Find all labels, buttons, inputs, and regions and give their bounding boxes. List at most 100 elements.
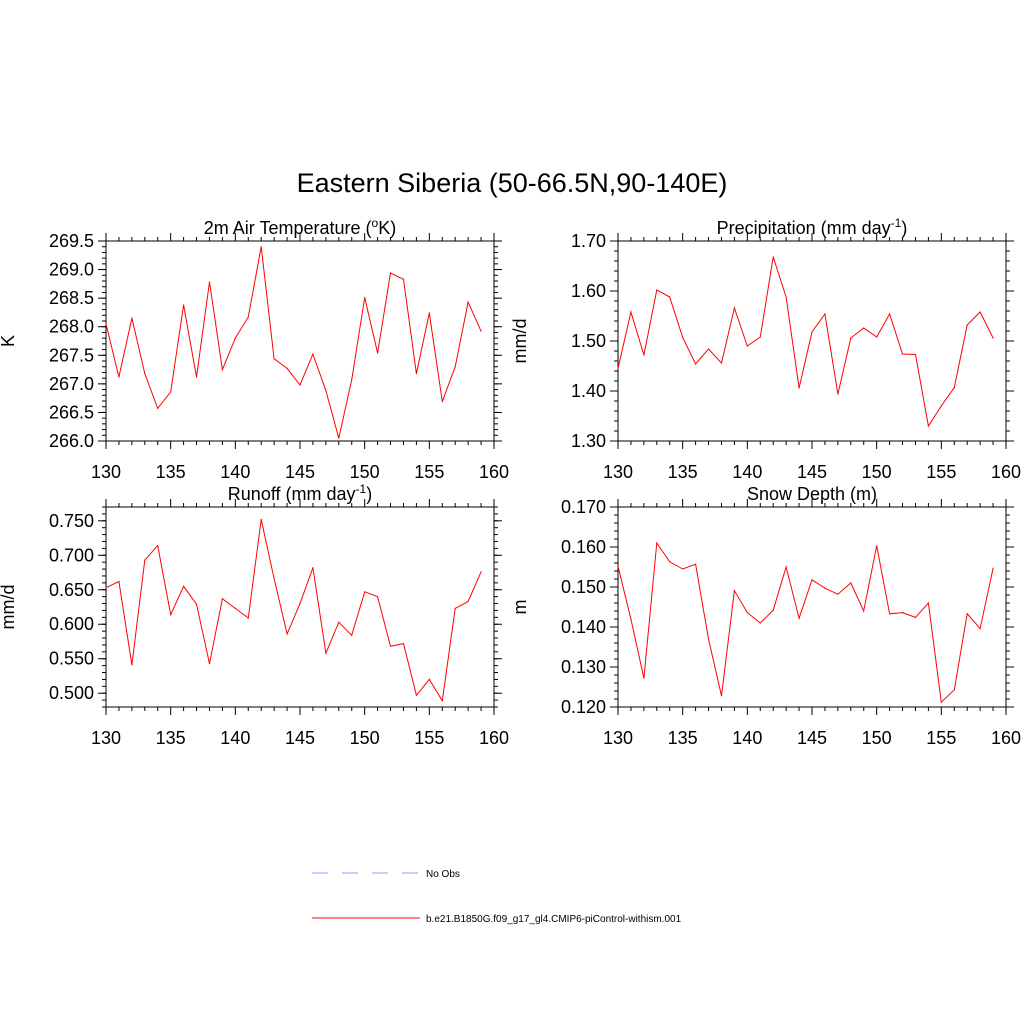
y-axis-label: m	[510, 600, 530, 615]
data-point	[979, 628, 981, 630]
data-point	[131, 664, 133, 666]
data-point	[144, 373, 146, 375]
x-tick-label: 150	[350, 728, 380, 748]
y-tick-label: 269.0	[49, 260, 94, 280]
x-tick-label: 130	[91, 462, 121, 482]
x-tick-label: 155	[414, 462, 444, 482]
y-tick-label: 268.5	[49, 288, 94, 308]
data-point	[643, 354, 645, 356]
y-tick-label: 0.160	[561, 537, 606, 557]
data-point	[221, 369, 223, 371]
data-point	[927, 602, 930, 604]
data-point	[669, 296, 671, 298]
y-tick-label: 0.120	[561, 697, 606, 717]
data-point	[170, 391, 172, 393]
figure-title: Eastern Siberia (50-66.5N,90-140E)	[297, 168, 728, 198]
chart-panel-1: 2m Air Temperature (oK) K 266.0 266.5 267.0 2…	[0, 216, 509, 482]
chart-panel-3: Runoff (mm day-1) mm/d 0.500 0.550 0.600 0.65…	[0, 482, 509, 748]
panels-group: 2m Air Temperature (oK) K 266.0 266.5 267.0 2…	[0, 216, 1021, 748]
data-point	[377, 596, 379, 598]
data-point	[157, 407, 159, 409]
data-point	[273, 578, 275, 580]
data-point	[221, 598, 223, 600]
data-point	[402, 643, 405, 645]
x-tick-label: 150	[350, 462, 380, 482]
data-point	[720, 362, 723, 364]
y-tick-label: 0.150	[561, 577, 606, 597]
data-point	[402, 278, 405, 280]
data-point	[131, 317, 133, 319]
y-tick-label: 1.40	[571, 381, 606, 401]
data-point	[798, 617, 800, 619]
data-point	[286, 633, 288, 635]
data-point	[707, 638, 710, 640]
data-point	[338, 437, 340, 439]
data-point	[105, 587, 107, 589]
x-tick-label: 160	[479, 728, 509, 748]
data-point	[299, 384, 301, 386]
x-tick-label: 145	[797, 462, 827, 482]
series-line	[617, 256, 994, 428]
data-point	[811, 579, 813, 581]
y-tick-label: 0.750	[49, 511, 94, 531]
legend-model-label: b.e21.B1850G.f09_g17_gl4.CMIP6-piControl…	[426, 914, 682, 925]
data-point	[746, 345, 748, 347]
data-point	[889, 613, 891, 615]
x-tick-label: 155	[926, 462, 956, 482]
data-point	[286, 367, 288, 369]
legend-obs-label: No Obs	[426, 869, 460, 880]
data-point	[247, 316, 249, 318]
data-point	[428, 312, 430, 314]
data-point	[144, 559, 146, 561]
data-point	[351, 634, 353, 636]
data-point	[183, 585, 185, 587]
y-tick-label: 0.170	[561, 497, 606, 517]
data-point	[940, 405, 942, 407]
data-point	[811, 331, 813, 333]
data-point	[312, 353, 314, 355]
data-point	[630, 618, 632, 620]
data-point	[364, 591, 366, 593]
x-tick-label: 145	[797, 728, 827, 748]
data-point	[966, 613, 968, 615]
data-point	[863, 327, 865, 329]
x-tick-label: 130	[603, 728, 633, 748]
data-point	[824, 587, 826, 589]
x-tick-label: 150	[862, 728, 892, 748]
data-point	[901, 612, 904, 614]
x-tick-label: 145	[285, 462, 315, 482]
plot-frame	[105, 240, 495, 442]
y-axis-label: mm/d	[510, 319, 530, 364]
data-point	[966, 324, 968, 326]
data-point	[992, 567, 994, 569]
data-point	[351, 379, 353, 381]
data-point	[247, 617, 249, 619]
data-point	[338, 621, 340, 623]
plot-frame	[617, 506, 1007, 708]
data-point	[454, 366, 456, 368]
data-point	[234, 337, 236, 339]
y-tick-label: 1.50	[571, 331, 606, 351]
data-point	[824, 313, 826, 315]
data-point	[785, 296, 787, 298]
data-point	[979, 311, 981, 313]
y-axis-label: mm/d	[0, 585, 18, 630]
x-tick-label: 155	[926, 728, 956, 748]
y-tick-label: 0.130	[561, 657, 606, 677]
data-point	[441, 700, 443, 702]
data-point	[377, 352, 379, 354]
data-point	[733, 307, 736, 309]
data-point	[759, 336, 761, 338]
data-point	[467, 301, 469, 303]
data-point	[195, 603, 198, 605]
data-point	[837, 393, 839, 395]
data-point	[876, 336, 878, 338]
data-point	[208, 281, 211, 283]
y-tick-label: 0.600	[49, 614, 94, 634]
data-point	[118, 376, 120, 378]
data-point	[364, 297, 366, 299]
y-tick-label: 0.500	[49, 683, 94, 703]
y-tick-label: 0.700	[49, 545, 94, 565]
data-point	[643, 677, 645, 679]
data-point	[695, 363, 697, 365]
